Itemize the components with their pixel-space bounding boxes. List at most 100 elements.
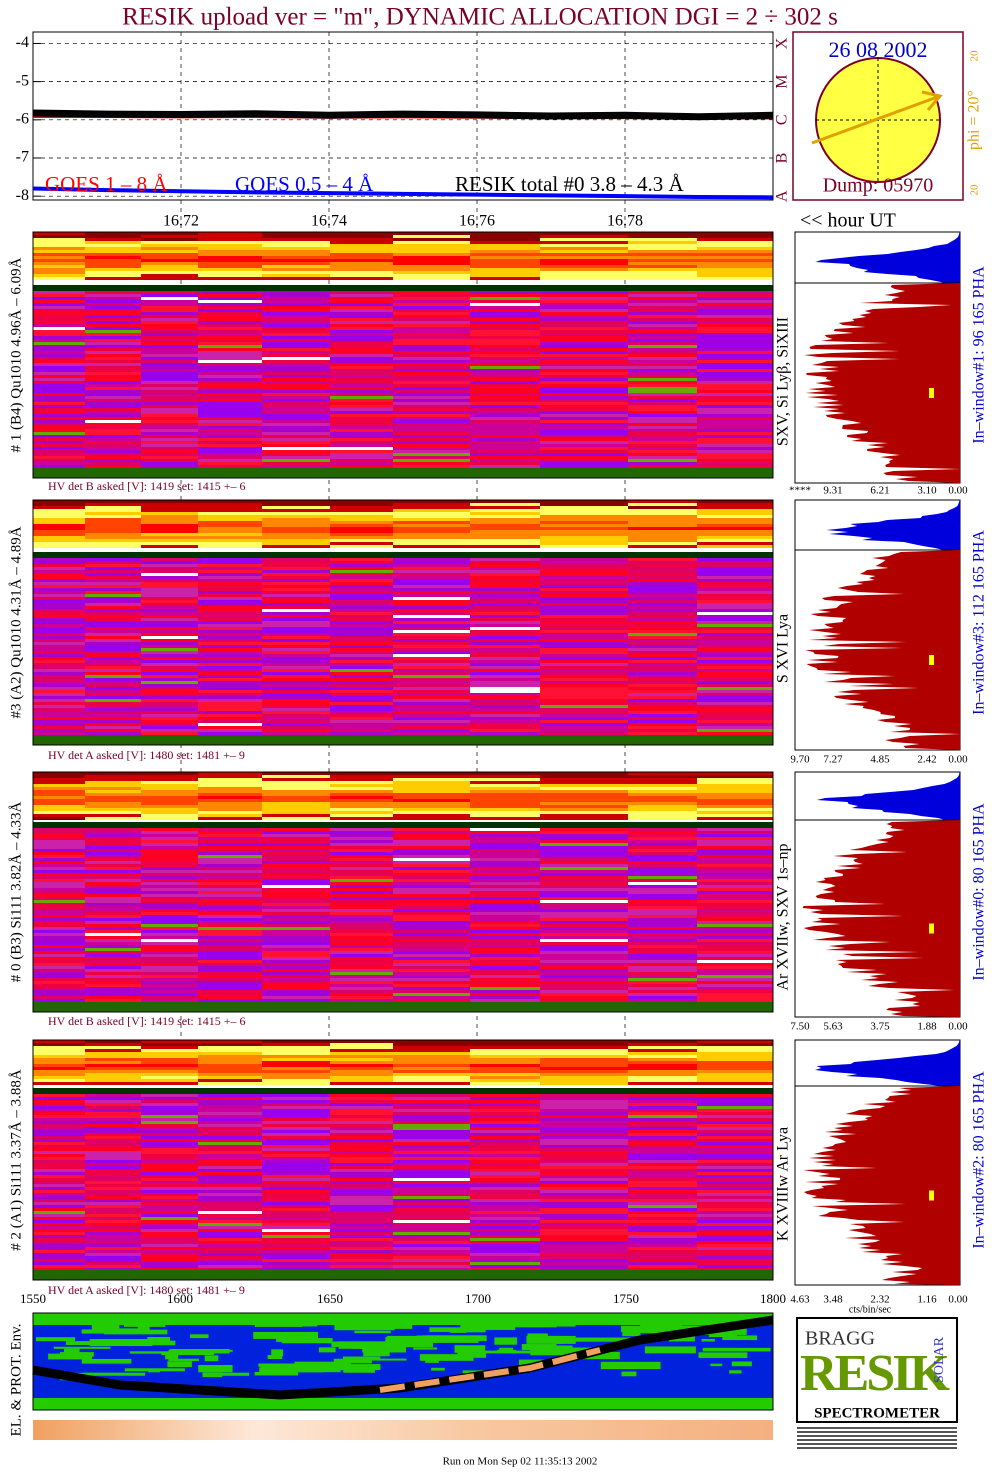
strip-cell (198, 796, 262, 799)
spectrogram-cell (141, 1223, 198, 1226)
spectrogram-cell (470, 693, 540, 696)
strip-cell (198, 1079, 262, 1082)
spectrogram-cell (330, 693, 393, 696)
spectrogram-cell (628, 357, 697, 360)
strip-cell (85, 238, 141, 241)
strip-cell (628, 244, 697, 247)
strip-cell (85, 805, 141, 808)
spectrogram-cell (198, 453, 262, 456)
strip-cell (393, 802, 470, 805)
spectrogram-cell (470, 1160, 540, 1163)
strip-cell (540, 265, 628, 268)
strip-cell (262, 787, 330, 790)
spectrogram-cell (393, 588, 470, 591)
spectrogram-cell (540, 684, 628, 687)
x-tick-label: 16.78 (607, 213, 643, 230)
strip-cell (697, 1082, 773, 1085)
spectrogram-cell (470, 615, 540, 618)
spectrogram-cell (330, 459, 393, 462)
spectrogram-cell (141, 1226, 198, 1229)
spectrogram-cell (33, 1256, 85, 1259)
spectrogram-cell (470, 996, 540, 999)
env-patch (168, 1358, 199, 1362)
strip-cell (540, 247, 628, 250)
spectrogram-cell (540, 642, 628, 645)
spectrogram-cell (697, 651, 773, 654)
spectrogram-cell (141, 945, 198, 948)
spectrogram-cell (330, 870, 393, 873)
spectrogram-cell (330, 444, 393, 447)
spectrogram-cell (628, 675, 697, 678)
spectrogram-cell (33, 336, 85, 339)
spectrogram-cell (470, 318, 540, 321)
strip-cell (330, 527, 393, 530)
spectrogram-cell (697, 627, 773, 630)
flare-class: X (774, 37, 791, 49)
spectrogram-cell (330, 1175, 393, 1178)
spectrogram-cell (33, 987, 85, 990)
spectrogram-cell (85, 600, 141, 603)
spectrogram-cell (470, 1115, 540, 1118)
spectrogram-cell (33, 834, 85, 837)
spectrogram-cell (262, 1115, 330, 1118)
spectrogram-cell (470, 669, 540, 672)
spectrogram-cell (33, 387, 85, 390)
spectrogram-cell (697, 1094, 773, 1097)
spectrogram-cell (628, 1154, 697, 1157)
spectrogram-cell (141, 1262, 198, 1265)
spectrogram-cell (33, 345, 85, 348)
strip-cell (262, 814, 330, 817)
spectrogram-cell (330, 729, 393, 732)
strip-cell (198, 527, 262, 530)
spectrogram-cell (33, 1184, 85, 1187)
spectrogram-cell (540, 1247, 628, 1250)
spectrogram-cell (85, 1172, 141, 1175)
spectrogram-cell (198, 366, 262, 369)
spectrogram-cell (697, 591, 773, 594)
strip-cell (141, 506, 198, 509)
spectrogram-cell (540, 315, 628, 318)
spectrogram-cell (141, 645, 198, 648)
spectrogram-cell (198, 1247, 262, 1250)
spectrogram-cell (628, 297, 697, 300)
spectrogram-edge (33, 735, 773, 745)
spectrogram-cell (198, 429, 262, 432)
logo-smallprint (797, 1447, 957, 1449)
strip-cell (141, 238, 198, 241)
spectrogram-cell (540, 591, 628, 594)
env-patch (386, 1335, 433, 1339)
spectrogram-cell (697, 462, 773, 465)
strip-cell (85, 244, 141, 247)
spectrogram-cell (330, 648, 393, 651)
spectrogram-cell (540, 612, 628, 615)
spectrogram-cell (141, 372, 198, 375)
hv-text: HV det A asked [V]: 1480 set: 1481 +– 9 (48, 1283, 245, 1297)
spectrogram-cell (198, 720, 262, 723)
spectrogram-cell (330, 663, 393, 666)
spectrogram-cell (697, 417, 773, 420)
spectrogram-cell (628, 606, 697, 609)
strip-cell (330, 793, 393, 796)
spectrogram-cell (697, 561, 773, 564)
strip-cell (697, 250, 773, 253)
strip-cell (628, 518, 697, 521)
spectrogram-cell (393, 1136, 470, 1139)
spectrogram-cell (330, 1211, 393, 1214)
spectrogram-cell (262, 1106, 330, 1109)
strip-cell (697, 247, 773, 250)
spectrogram-cell (85, 1148, 141, 1151)
spectrogram-cell (198, 708, 262, 711)
strip-cell (262, 503, 330, 506)
spectrogram-cell (628, 1232, 697, 1235)
strip-cell (33, 1076, 85, 1079)
strip-cell (330, 500, 393, 503)
spectrogram-cell (330, 303, 393, 306)
spectrogram-cell (470, 876, 540, 879)
spectrogram-cell (141, 330, 198, 333)
spectrogram-cell (470, 666, 540, 669)
strip-cell (470, 524, 540, 527)
strip-cell (697, 521, 773, 524)
spectrogram-cell (198, 975, 262, 978)
strip-cell (33, 775, 85, 778)
spectrogram-cell (628, 837, 697, 840)
